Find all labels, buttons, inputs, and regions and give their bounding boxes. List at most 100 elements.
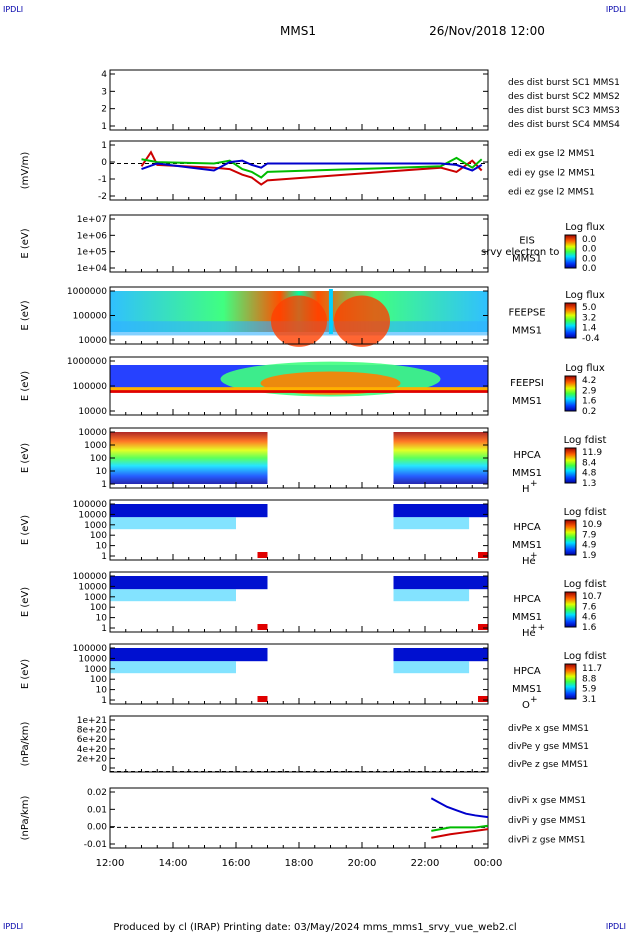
colorbar-tick: 4.8 [582, 469, 597, 479]
header-spacecraft: MMS1 [280, 24, 316, 38]
ytick-label: 1 [101, 141, 107, 151]
panel-p11: -0.01 0.00 0.01 0.02 (nPa/km) divPi x gse MMS… [20, 787, 586, 850]
instrument-label: EIS [519, 236, 535, 247]
heatmap-threshold-2 [110, 387, 488, 391]
colorbar-tick: 0.2 [582, 407, 596, 417]
overlay-text: srvy electron to [481, 247, 559, 258]
ytick-label: 0.01 [87, 805, 107, 815]
series-line [140, 150, 483, 186]
y-axis-label: (nPa/km) [20, 796, 31, 841]
colorbar-tick: 0.0 [582, 245, 597, 255]
corner-mark-top-right: IPDLI [605, 5, 626, 14]
colorbar-tick: 11.7 [582, 664, 602, 674]
charge-label: ++ [530, 623, 545, 633]
colorbar-tick: 3.1 [582, 695, 596, 705]
legend-item: edi ez gse l2 MMS1 [508, 188, 595, 198]
colorbar [564, 234, 577, 269]
legend-item: des dist burst SC1 MMS1 [508, 78, 620, 88]
y-axis-label: E (eV) [20, 371, 31, 401]
ytick-label: 1 [101, 122, 107, 132]
legend-item: divPe z gse MMS1 [508, 760, 588, 770]
ytick-label: 10000 [78, 654, 107, 664]
ytick-label: 1e+06 [77, 231, 108, 241]
species-label: O [522, 700, 530, 711]
heatmap-segment-low [257, 624, 268, 630]
legend-item: divPi z gse MMS1 [508, 836, 585, 846]
colorbar [564, 447, 577, 484]
ytick-label: 1 [101, 624, 107, 634]
heatmap-threshold [110, 388, 488, 393]
charge-label: + [530, 551, 538, 561]
xtick-label: 12:00 [96, 858, 125, 869]
ytick-label: -1 [98, 175, 107, 185]
colorbar-tick: 2.9 [582, 386, 597, 396]
ytick-label: 0 [101, 764, 107, 774]
ytick-label: 1e+07 [77, 215, 107, 225]
ytick-label: 8e+20 [77, 726, 108, 736]
series-line [430, 797, 489, 819]
colorbar-tick: 1.6 [582, 623, 597, 633]
colorbar-title: Log flux [565, 222, 605, 233]
heatmap-segment [110, 648, 268, 662]
colorbar-title: Log flux [565, 290, 605, 301]
legend-item: edi ex gse l2 MMS1 [508, 149, 595, 159]
colorbar [564, 663, 577, 700]
ytick-label: 10 [96, 614, 108, 624]
species-label: He [522, 556, 536, 567]
ytick-label: 1 [101, 696, 107, 706]
ytick-label: 6e+20 [77, 735, 108, 745]
xtick-label: 00:00 [474, 858, 503, 869]
y-axis-label: (nPa/km) [20, 722, 31, 767]
ytick-label: 100000 [73, 312, 108, 322]
panel-p2: -2 -1 0 1 (mV/m) edi ex gse l2 MMS1 edi ey gse… [20, 140, 595, 202]
ytick-label: -0.01 [84, 840, 107, 850]
heatmap-hot-lobe [271, 295, 327, 347]
series-line [431, 824, 489, 832]
y-axis-label: E (eV) [20, 228, 31, 258]
heatmap-segment [110, 504, 268, 518]
ytick-label: 1000 [84, 521, 107, 531]
xtick-label: 20:00 [348, 858, 377, 869]
colorbar-title: Log fdist [564, 507, 607, 518]
heatmap-segment-mid [393, 589, 470, 602]
colorbar-title: Log fdist [564, 579, 607, 590]
colorbar-tick: 0.0 [582, 254, 597, 264]
ytick-label: 100 [90, 531, 107, 541]
legend-item: des dist burst SC3 MMS3 [508, 106, 620, 116]
spacecraft-label: MMS1 [512, 684, 542, 695]
ytick-label: 10000 [78, 582, 107, 592]
series-line [141, 156, 483, 179]
ytick-label: 10000 [78, 428, 107, 438]
heatmap-segment [393, 648, 488, 662]
xtick-label: 18:00 [285, 858, 314, 869]
ytick-label: 3 [101, 87, 107, 97]
panel-p1: 1 2 3 4 des dist burst SC1 MMS1 des dist burs… [101, 69, 620, 132]
ytick-label: 100000 [73, 644, 108, 654]
colorbar-tick: 4.6 [582, 613, 597, 623]
legend-item: edi ey gse l2 MMS1 [508, 168, 595, 178]
colorbar-tick: 0.0 [582, 264, 597, 274]
spacecraft-label: MMS1 [512, 540, 542, 551]
y-axis-label: E (eV) [20, 659, 31, 689]
legend-item: divPe y gse MMS1 [508, 742, 589, 752]
ytick-label: 10000 [78, 510, 107, 520]
ytick-label: 1e+21 [77, 716, 107, 726]
y-axis-label: E (eV) [20, 515, 31, 545]
colorbar-tick: 8.4 [582, 458, 597, 468]
colorbar-tick: 4.2 [582, 376, 596, 386]
ytick-label: 1e+04 [77, 264, 108, 274]
ytick-label: 10 [96, 467, 108, 477]
colorbar [564, 591, 577, 628]
colorbar-tick: 1.4 [582, 324, 597, 334]
ytick-label: 1 [101, 552, 107, 562]
spacecraft-label: MMS1 [512, 326, 542, 337]
xtick-label: 14:00 [159, 858, 188, 869]
heatmap-segment-mid [110, 661, 236, 674]
ytick-label: 1e+05 [77, 248, 107, 258]
ytick-label: 4 [101, 70, 107, 80]
panel-p4: 10000 100000 1000000 E (eV) FEEPSE MMS1 Log fl… [20, 286, 605, 347]
ytick-label: 2e+20 [77, 754, 108, 764]
ytick-label: 100 [90, 603, 107, 613]
